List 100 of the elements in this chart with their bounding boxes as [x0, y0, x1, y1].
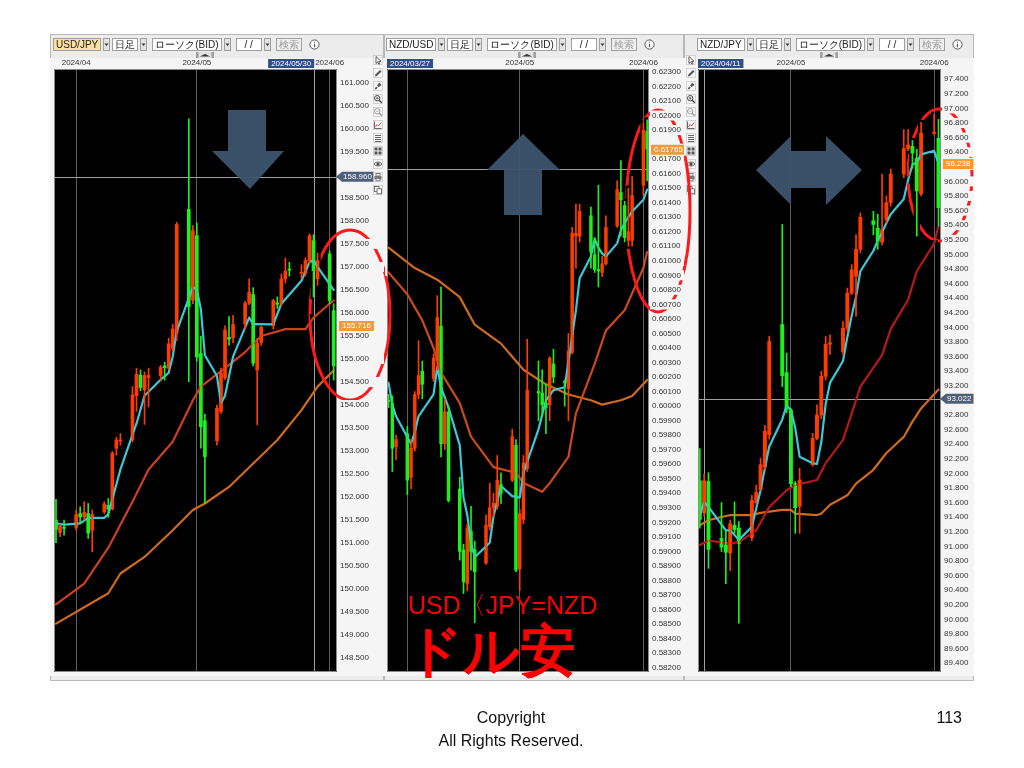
- y-tick-label: 0.61000: [652, 256, 682, 265]
- text: ローソク(BID): [795, 38, 866, 51]
- y-tick-label: 97.400: [944, 74, 970, 84]
- chart-title: NZD/USD: [386, 38, 437, 51]
- y-tick-label: 0.59900: [652, 415, 682, 425]
- y-tick-label: 91.600: [944, 497, 970, 507]
- text: / /: [879, 38, 906, 51]
- y-tick-label: 94.400: [944, 293, 970, 303]
- y-tick-label: 0.58800: [652, 575, 682, 585]
- y-tick-label: 90.400: [944, 585, 970, 595]
- annotation: ドル安: [406, 619, 576, 682]
- y-tick-label: 0.59500: [652, 473, 682, 483]
- text: 0.61765: [654, 144, 684, 154]
- y-tick-label: 0.60600: [652, 314, 682, 324]
- chart-title: USD/JPY: [53, 38, 102, 51]
- y-tick-label: 0.60100: [652, 386, 682, 396]
- y-tick-label: 160.000: [340, 124, 370, 134]
- y-tick-label: 151.500: [340, 515, 370, 525]
- y-tick-label: 0.62300: [652, 67, 682, 77]
- y-tick-label: 157.500: [340, 239, 370, 249]
- y-tick-label: 89.400: [944, 658, 970, 668]
- y-tick-label: 0.61500: [652, 183, 682, 193]
- y-tick-label: 91.800: [944, 483, 970, 493]
- y-tick-label: 153.500: [340, 423, 370, 433]
- y-tick-label: 160.500: [340, 101, 370, 111]
- chart-title: NZD/JPY: [697, 38, 745, 51]
- y-tick-label: 93.600: [944, 351, 970, 361]
- text: 日足: [755, 38, 782, 51]
- y-tick-label: 91.400: [944, 512, 970, 522]
- y-tick-label: 93.400: [944, 366, 970, 376]
- x-tick-label: 2024/06: [315, 58, 345, 68]
- text: 日足: [447, 38, 474, 51]
- y-tick-label: 158.000: [340, 216, 370, 226]
- y-tick-label: 92.400: [944, 439, 970, 449]
- y-tick-label: 0.58300: [652, 648, 682, 658]
- y-tick-label: 0.62000: [652, 110, 682, 120]
- y-tick-label: 0.61200: [652, 226, 682, 236]
- y-tick-label: 157.000: [340, 262, 370, 272]
- y-tick-label: 92.000: [944, 468, 970, 478]
- y-tick-label: 0.59800: [652, 430, 682, 440]
- text: ローソク(BID): [152, 38, 222, 51]
- x-tick-label: 2024/06: [919, 58, 950, 68]
- y-tick-label: 0.58700: [652, 590, 682, 600]
- y-tick-label: 97.000: [944, 103, 970, 113]
- text: All Rights Reserved.: [438, 732, 584, 750]
- y-tick-label: 158.500: [340, 193, 370, 203]
- y-tick-label: 153.000: [340, 446, 370, 456]
- y-tick-label: 89.600: [944, 643, 970, 653]
- y-tick-label: 151.000: [340, 538, 370, 548]
- x-tick-label: 2024/04: [61, 58, 92, 68]
- y-tick-label: 0.59600: [652, 459, 682, 469]
- y-tick-label: 95.400: [944, 220, 970, 230]
- y-tick-label: 0.60500: [652, 328, 682, 338]
- y-tick-label: 95.200: [944, 235, 970, 245]
- y-tick-label: 0.59700: [652, 444, 682, 454]
- text: ローソク(BID): [487, 38, 557, 51]
- y-tick-label: 0.58500: [652, 619, 682, 629]
- y-tick-label: 152.000: [340, 492, 370, 502]
- text: / /: [570, 38, 597, 51]
- y-tick-label: 94.800: [944, 264, 970, 274]
- x-tick-label: 2024/05: [776, 58, 806, 68]
- y-tick-label: 96.600: [944, 132, 970, 142]
- y-tick-label: 0.61600: [652, 168, 682, 178]
- x-tick-label: 2024/06: [628, 58, 659, 68]
- y-tick-label: 91.200: [944, 527, 970, 537]
- ref-line-label: 93.022: [947, 394, 973, 404]
- y-tick-label: 92.200: [944, 454, 970, 464]
- x-tick-label: 2024/05: [505, 58, 535, 68]
- y-tick-label: 96.000: [944, 176, 970, 186]
- y-tick-label: 0.61100: [652, 241, 681, 251]
- y-tick-label: 0.59100: [652, 532, 682, 542]
- y-tick-label: 152.500: [340, 469, 370, 479]
- y-tick-label: 92.800: [944, 410, 970, 420]
- y-tick-label: 154.000: [340, 400, 370, 410]
- y-tick-label: 90.000: [944, 614, 970, 624]
- text: Copyright: [476, 709, 546, 727]
- x-tick-label: 2024/05: [182, 58, 212, 68]
- y-tick-label: 90.200: [944, 600, 970, 610]
- y-tick-label: 96.800: [944, 118, 970, 128]
- text: 検索: [275, 38, 302, 51]
- y-tick-label: 0.59200: [652, 517, 682, 527]
- y-tick-label: 0.59000: [652, 546, 682, 556]
- y-tick-label: 89.800: [944, 629, 970, 639]
- y-tick-label: 0.58400: [652, 633, 682, 643]
- y-tick-label: 0.61700: [652, 154, 682, 164]
- y-tick-label: 0.60000: [652, 401, 682, 411]
- y-tick-label: 156.000: [340, 308, 370, 318]
- text: / /: [235, 38, 262, 51]
- y-tick-label: 0.60700: [652, 299, 682, 309]
- y-tick-label: 96.400: [944, 147, 970, 157]
- y-tick-label: 0.58600: [652, 604, 682, 614]
- y-tick-label: 154.500: [340, 377, 370, 387]
- y-tick-label: 0.58200: [652, 662, 682, 672]
- y-tick-label: 0.60200: [652, 372, 682, 382]
- text: 2024/03/27: [390, 59, 431, 69]
- y-tick-label: 155.000: [340, 354, 370, 364]
- ref-line-label: 2024/04/11: [701, 59, 741, 69]
- y-tick-label: 92.600: [944, 424, 970, 434]
- text: 155.716: [342, 321, 372, 331]
- y-tick-label: 150.000: [340, 584, 370, 594]
